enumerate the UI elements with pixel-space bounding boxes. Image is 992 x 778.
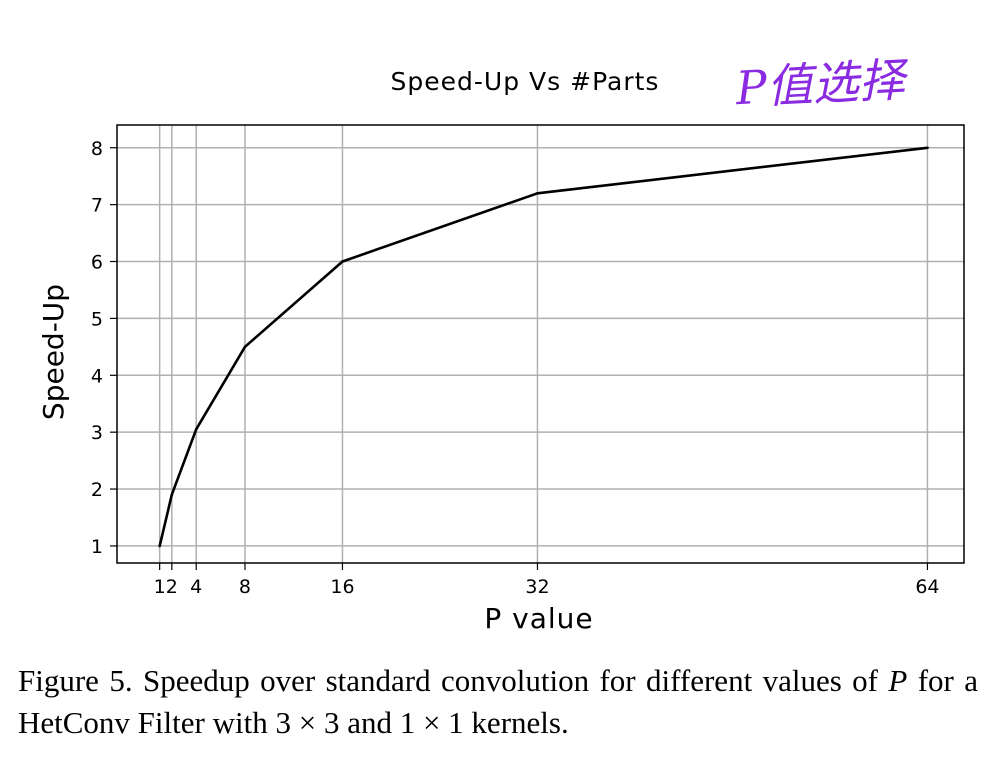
handwritten-annotation: P值选择 bbox=[733, 52, 911, 115]
data-point bbox=[536, 191, 539, 195]
series-layer bbox=[158, 146, 929, 548]
y-tick-label: 8 bbox=[91, 138, 103, 160]
y-tick-label: 4 bbox=[91, 365, 103, 387]
y-axis-label: Speed-Up bbox=[37, 284, 70, 420]
chart-title: Speed-Up Vs #Parts bbox=[391, 67, 660, 96]
x-tick-label: 2 bbox=[166, 576, 178, 598]
data-point bbox=[158, 544, 161, 548]
series-line-0 bbox=[158, 146, 929, 548]
x-tick-label: 4 bbox=[190, 576, 202, 598]
y-tick-label: 3 bbox=[91, 422, 103, 444]
caption-prefix: Figure 5. Speedup over standard convolut… bbox=[18, 663, 889, 698]
x-tick-label: 64 bbox=[915, 576, 939, 598]
data-point bbox=[170, 493, 174, 497]
y-tick-label: 6 bbox=[91, 252, 103, 274]
y-tick-label: 2 bbox=[91, 479, 103, 501]
x-axis-label: P value bbox=[484, 602, 593, 635]
y-tick-label: 1 bbox=[91, 536, 103, 558]
data-point bbox=[194, 428, 198, 431]
figure-caption: Figure 5. Speedup over standard convolut… bbox=[18, 660, 978, 744]
x-tick-label: 16 bbox=[330, 576, 354, 598]
caption-variable: P bbox=[888, 663, 908, 698]
y-tick-label: 5 bbox=[91, 308, 103, 330]
caption-suffix: for a HetConv Filter with 3 × 3 and 1 × … bbox=[18, 663, 978, 740]
y-tick-label: 7 bbox=[91, 195, 103, 217]
grid-lines bbox=[117, 125, 964, 563]
x-tick-label: 32 bbox=[525, 576, 549, 598]
data-point bbox=[926, 146, 929, 150]
data-point bbox=[341, 260, 344, 263]
data-point bbox=[243, 345, 247, 349]
x-tick-label: 8 bbox=[239, 576, 251, 598]
plot-frame bbox=[116, 124, 965, 564]
x-tick-label: 1 bbox=[154, 576, 166, 598]
